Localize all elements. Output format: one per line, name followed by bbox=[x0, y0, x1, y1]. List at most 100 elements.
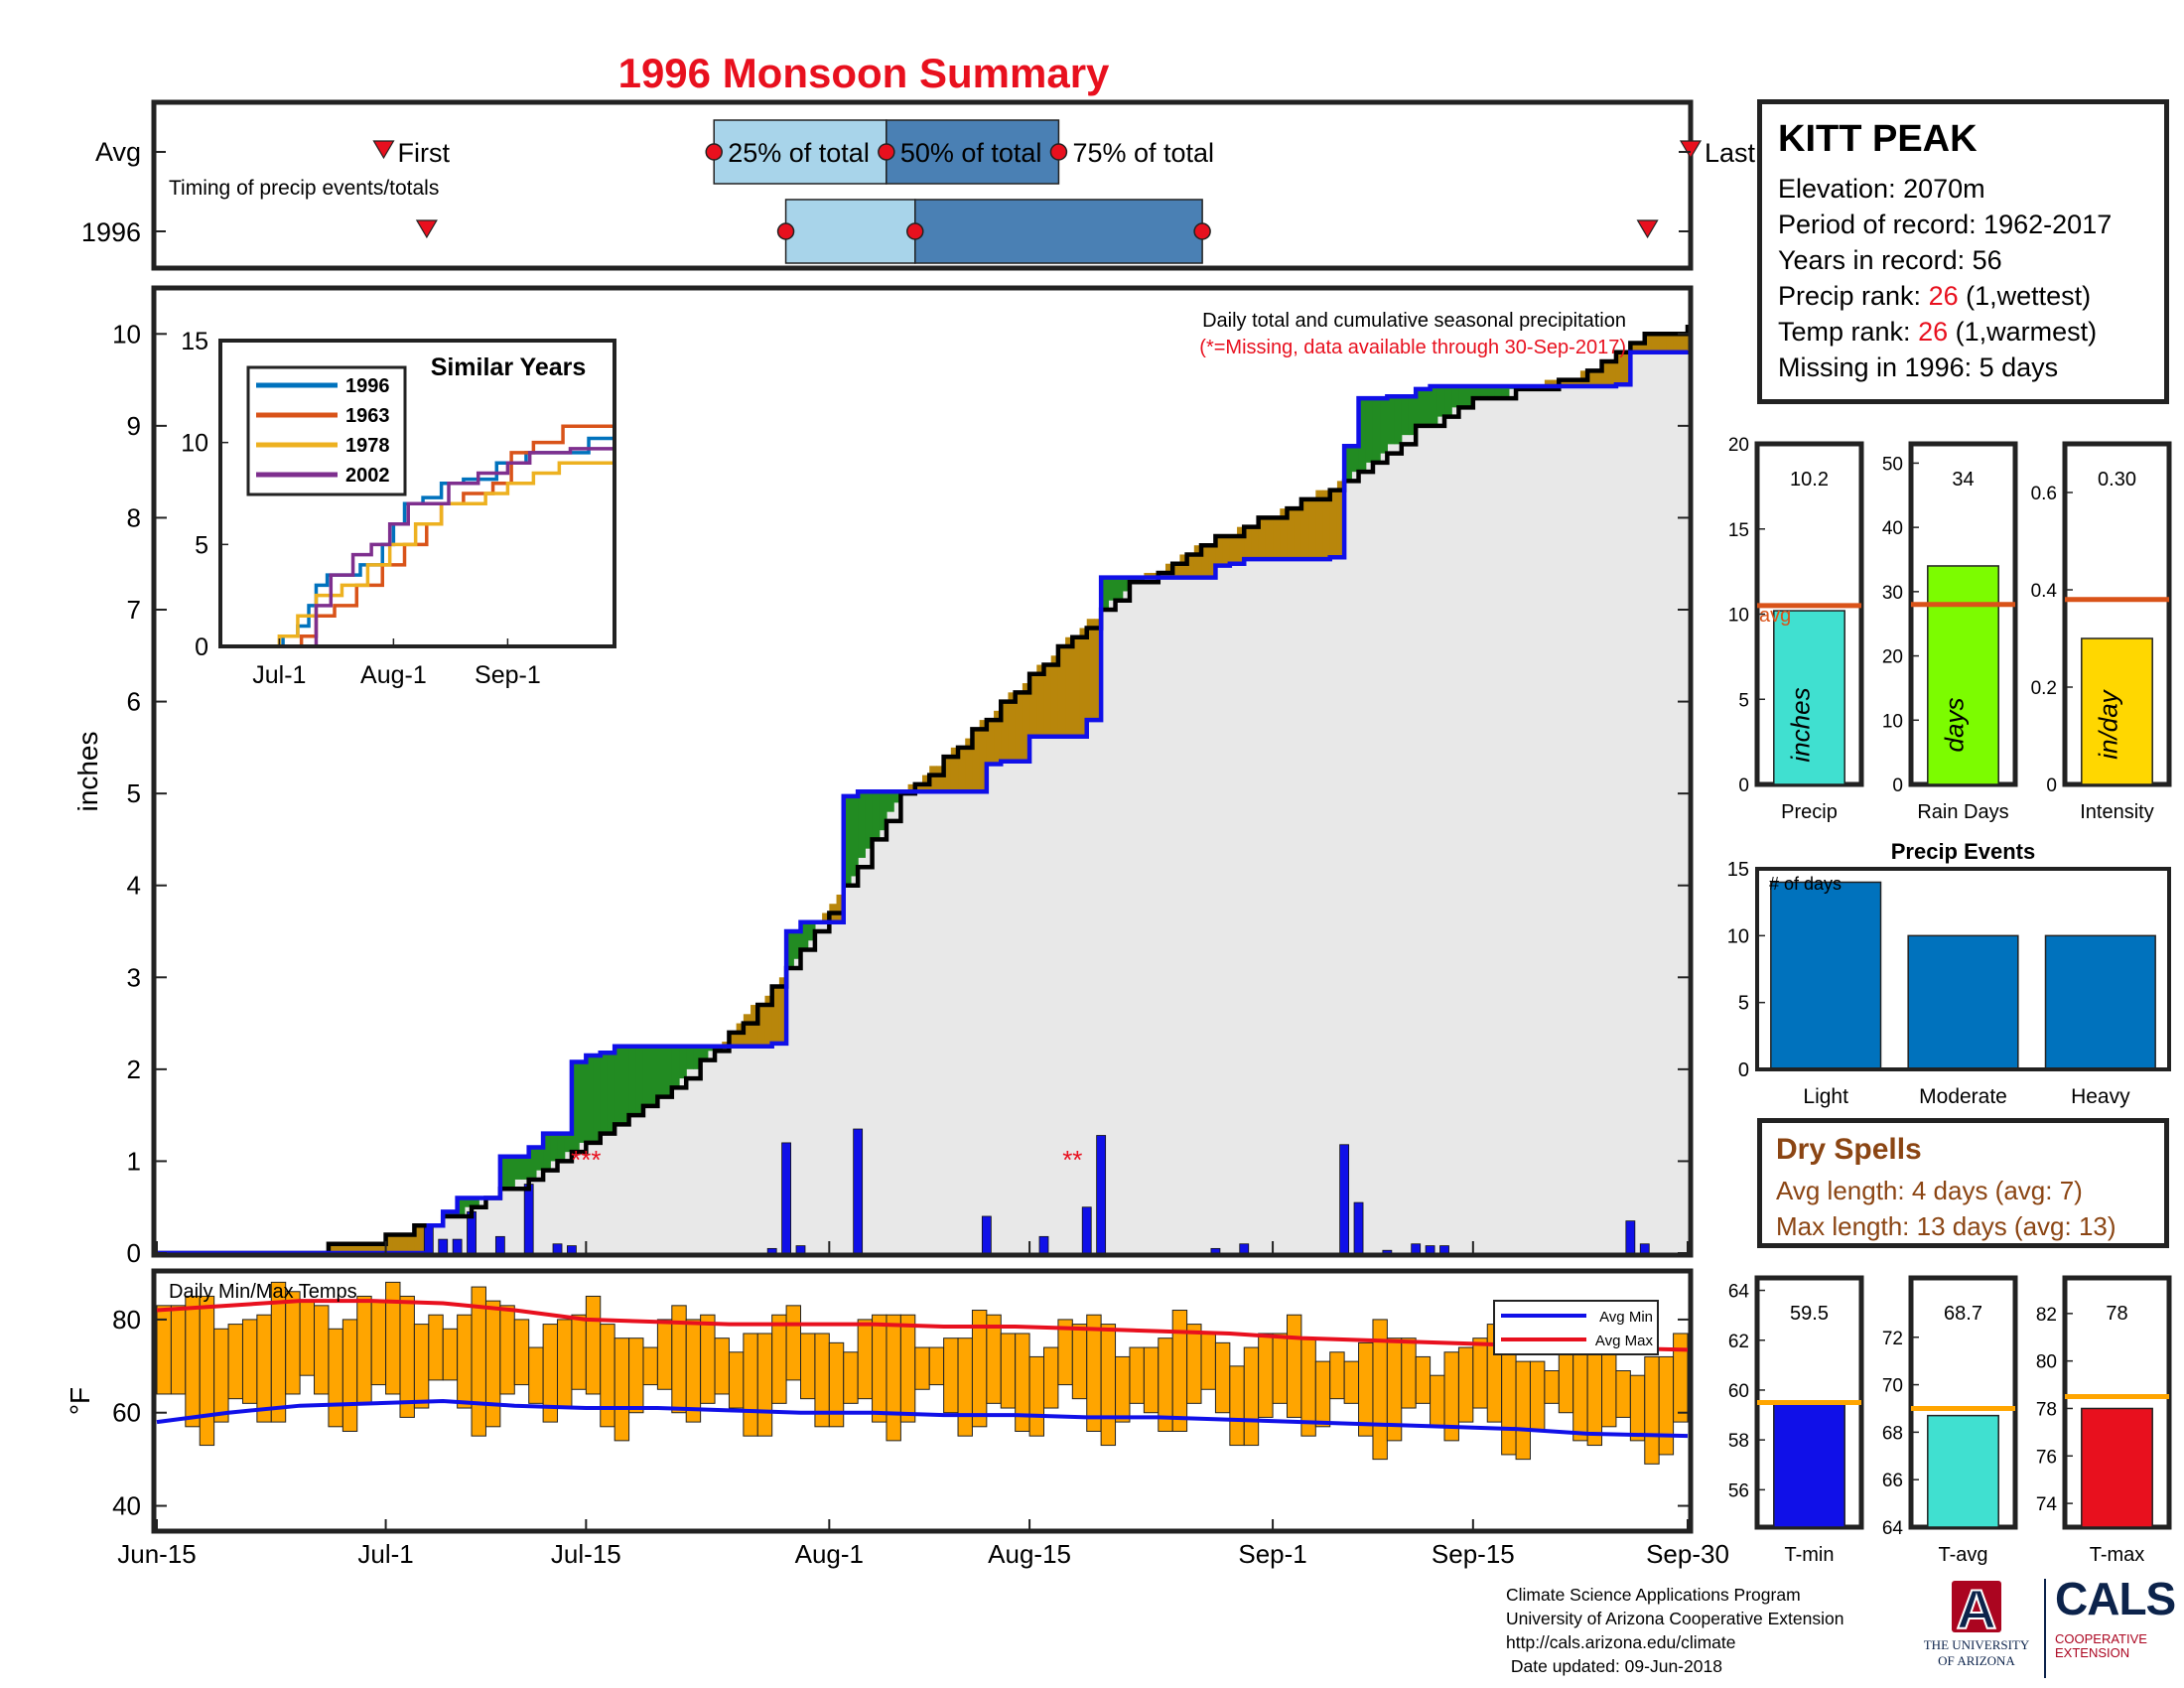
above-average-fill bbox=[1494, 386, 1503, 399]
above-average-fill bbox=[700, 1046, 709, 1060]
above-average-fill bbox=[1358, 398, 1367, 473]
cals-logo-sub-1: COOPERATIVE bbox=[2055, 1631, 2147, 1646]
daily-temp-bar bbox=[928, 1346, 945, 1386]
daily-precip-bar bbox=[1625, 1220, 1636, 1254]
similar-years-x-tick-label: Sep-1 bbox=[475, 661, 541, 689]
daily-temp-bar bbox=[1272, 1333, 1288, 1404]
daily-precip-bar bbox=[795, 1245, 806, 1254]
precip-events-category: Moderate bbox=[1919, 1085, 2007, 1108]
x-axis-tick-label: Sep-1 bbox=[1238, 1539, 1306, 1569]
below-average-fill bbox=[1265, 517, 1274, 560]
dry-spells-title: Dry Spells bbox=[1776, 1133, 1922, 1166]
below-average-fill bbox=[1258, 517, 1267, 560]
above-average-fill bbox=[858, 791, 866, 858]
above-average-fill bbox=[1487, 386, 1496, 399]
small-panel-y-tick-label: 0 bbox=[2046, 775, 2057, 796]
daily-temp-bar bbox=[484, 1300, 501, 1428]
above-average-fill bbox=[1451, 386, 1460, 408]
temps-ylabel: °F bbox=[65, 1387, 95, 1415]
temps-title: Daily Min/Max Temps bbox=[169, 1281, 357, 1303]
small-panel-y-tick-label: 60 bbox=[1728, 1381, 1749, 1402]
similar-year-line-1978 bbox=[220, 461, 614, 648]
below-average-fill bbox=[979, 720, 988, 792]
daily-temp-bar bbox=[1143, 1346, 1160, 1414]
above-average-fill bbox=[893, 791, 901, 803]
above-average-fill bbox=[571, 1061, 580, 1153]
above-average-fill bbox=[1380, 398, 1388, 454]
ua-logo-text-2: OF ARIZONA bbox=[1938, 1653, 2015, 1668]
small-panel-y-tick-label: 56 bbox=[1728, 1480, 1749, 1501]
x-axis-tick-label: Sep-30 bbox=[1646, 1539, 1729, 1569]
above-average-fill bbox=[628, 1046, 637, 1116]
below-average-fill bbox=[822, 913, 830, 922]
below-average-fill bbox=[1093, 619, 1102, 721]
below-average-fill bbox=[1644, 334, 1653, 352]
station-name: KITT PEAK bbox=[1778, 118, 1978, 160]
daily-precip-bar bbox=[1339, 1144, 1350, 1254]
cals-logo-text: CALS bbox=[2055, 1573, 2176, 1624]
below-average-fill bbox=[1594, 370, 1603, 387]
similar-years-legend-label: 1963 bbox=[345, 405, 390, 427]
below-average-fill bbox=[1336, 481, 1345, 558]
small-panel-y-tick-label: 50 bbox=[1882, 454, 1903, 475]
ua-logo-text-1: THE UNIVERSITY bbox=[1923, 1637, 2030, 1652]
daily-temp-bar bbox=[299, 1300, 316, 1376]
daily-precip-bar bbox=[1096, 1135, 1107, 1254]
x-axis-tick-label: Jul-15 bbox=[551, 1539, 621, 1569]
above-average-fill bbox=[715, 1046, 723, 1052]
cumulative-y-tick-label: 4 bbox=[127, 871, 141, 901]
below-average-fill bbox=[743, 1014, 751, 1047]
below-average-fill bbox=[751, 1005, 758, 1047]
daily-temp-bar bbox=[341, 1319, 358, 1432]
below-average-fill bbox=[1050, 655, 1059, 737]
daily-precip-bar bbox=[1411, 1243, 1422, 1254]
small-panel-category: Rain Days bbox=[1917, 801, 2008, 823]
above-average-fill bbox=[707, 1046, 716, 1052]
small-panel-bar bbox=[1927, 1414, 1999, 1528]
similar-years-title: Similar Years bbox=[431, 353, 587, 381]
below-average-fill bbox=[1193, 545, 1202, 578]
daily-precip-bar bbox=[1081, 1206, 1092, 1254]
above-average-fill bbox=[450, 1211, 459, 1216]
cumulative-y-tick-label: 3 bbox=[127, 962, 141, 992]
above-average-fill bbox=[1458, 386, 1467, 408]
daily-temp-bar bbox=[1586, 1341, 1603, 1447]
daily-temp-bar bbox=[899, 1314, 916, 1423]
station-stats-panel: KITT PEAK Elevation: 2070m Period of rec… bbox=[1757, 99, 2169, 404]
small-panel-y-tick-label: 0 bbox=[1738, 775, 1749, 796]
daily-precip-bar bbox=[438, 1238, 449, 1254]
above-average-fill bbox=[1387, 396, 1396, 445]
small-panel-value: 34 bbox=[1952, 469, 1974, 491]
small-panel-y-tick-label: 15 bbox=[1728, 520, 1749, 541]
daily-temp-bar bbox=[1629, 1374, 1646, 1442]
daily-temp-bar bbox=[285, 1291, 301, 1395]
above-average-fill bbox=[614, 1046, 622, 1125]
small-panel-y-tick-label: 10 bbox=[1728, 606, 1749, 627]
daily-temp-bar bbox=[328, 1328, 343, 1428]
below-average-fill bbox=[1015, 692, 1024, 762]
small-panel-y-tick-label: 68 bbox=[1882, 1423, 1903, 1444]
timing-marker-p75 bbox=[1049, 143, 1068, 161]
daily-temp-bar bbox=[1343, 1360, 1360, 1404]
timing-triangle-last bbox=[1636, 219, 1659, 239]
above-average-fill bbox=[1416, 388, 1424, 426]
small-panel-y-tick-label: 76 bbox=[2036, 1447, 2057, 1468]
above-average-fill bbox=[686, 1046, 695, 1069]
below-average-fill bbox=[914, 783, 923, 792]
daily-precip-bar bbox=[766, 1247, 777, 1254]
above-average-fill bbox=[1444, 386, 1452, 417]
station-period: Period of record: 1962-2017 bbox=[1778, 210, 2113, 239]
above-average-fill bbox=[865, 791, 874, 849]
footer-url[interactable]: http://cals.arizona.edu/climate bbox=[1506, 1632, 1736, 1652]
above-average-fill bbox=[1101, 577, 1109, 610]
below-average-fill bbox=[1237, 526, 1245, 564]
small-panel-y-tick-label: 64 bbox=[1882, 1518, 1904, 1539]
daily-temp-bar bbox=[571, 1314, 587, 1390]
below-average-fill bbox=[328, 1243, 337, 1253]
small-panel-y-tick-label: 0 bbox=[1892, 775, 1903, 796]
precip-events-y-tick-label: 10 bbox=[1727, 925, 1749, 947]
below-average-fill bbox=[729, 1032, 738, 1047]
above-average-fill bbox=[1472, 386, 1481, 399]
cumulative-y-tick-label: 2 bbox=[127, 1055, 141, 1084]
